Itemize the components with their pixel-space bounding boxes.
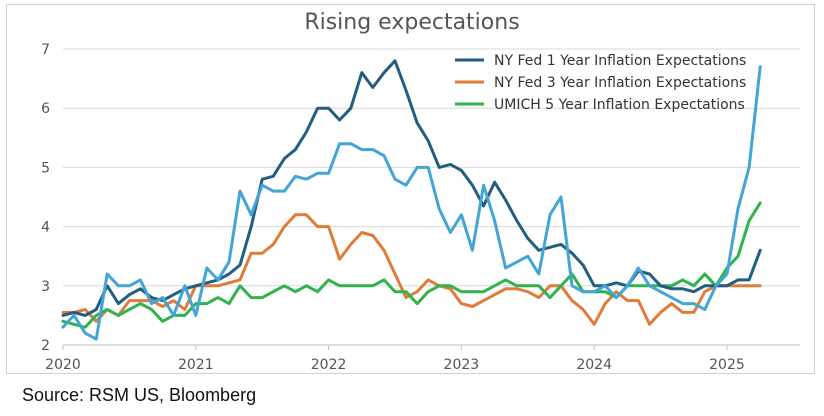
series-line-2 — [61, 213, 762, 326]
x-axis-ticks: 2020 2021 2022 2023 2024 2025 — [45, 345, 745, 373]
series-line-3 — [61, 201, 762, 329]
chart-title: Rising expectations — [304, 10, 520, 35]
y-tick-label-6: 6 — [41, 101, 50, 117]
legend-label-3: UMICH 5 Year Inflation Expectations — [494, 97, 745, 113]
y-tick-label-2: 2 — [41, 338, 50, 354]
y-tick-label-4: 4 — [41, 220, 50, 236]
chart-frame — [6, 4, 815, 374]
legend: NY Fed 1 Year Inflation Expectations NY F… — [455, 53, 746, 113]
series-lines — [61, 59, 762, 341]
legend-label-2: NY Fed 3 Year Inflation Expectations — [494, 75, 746, 91]
series-line-4 — [61, 65, 762, 341]
y-tick-label-3: 3 — [41, 279, 50, 295]
x-tick-label-2025: 2025 — [709, 357, 745, 373]
series-line-1 — [61, 59, 762, 317]
gridlines — [63, 48, 800, 287]
y-tick-label-7: 7 — [41, 42, 50, 58]
y-axis-ticks: 2 3 4 5 6 7 — [41, 42, 50, 354]
source-note: Source: RSM US, Bloomberg — [22, 385, 257, 405]
legend-label-1: NY Fed 1 Year Inflation Expectations — [494, 53, 746, 69]
x-tick-label-2023: 2023 — [444, 357, 480, 373]
x-tick-label-2022: 2022 — [311, 357, 347, 373]
x-tick-label-2024: 2024 — [576, 357, 612, 373]
x-tick-label-2020: 2020 — [45, 357, 81, 373]
y-tick-label-5: 5 — [41, 160, 50, 176]
x-tick-label-2021: 2021 — [178, 357, 214, 373]
